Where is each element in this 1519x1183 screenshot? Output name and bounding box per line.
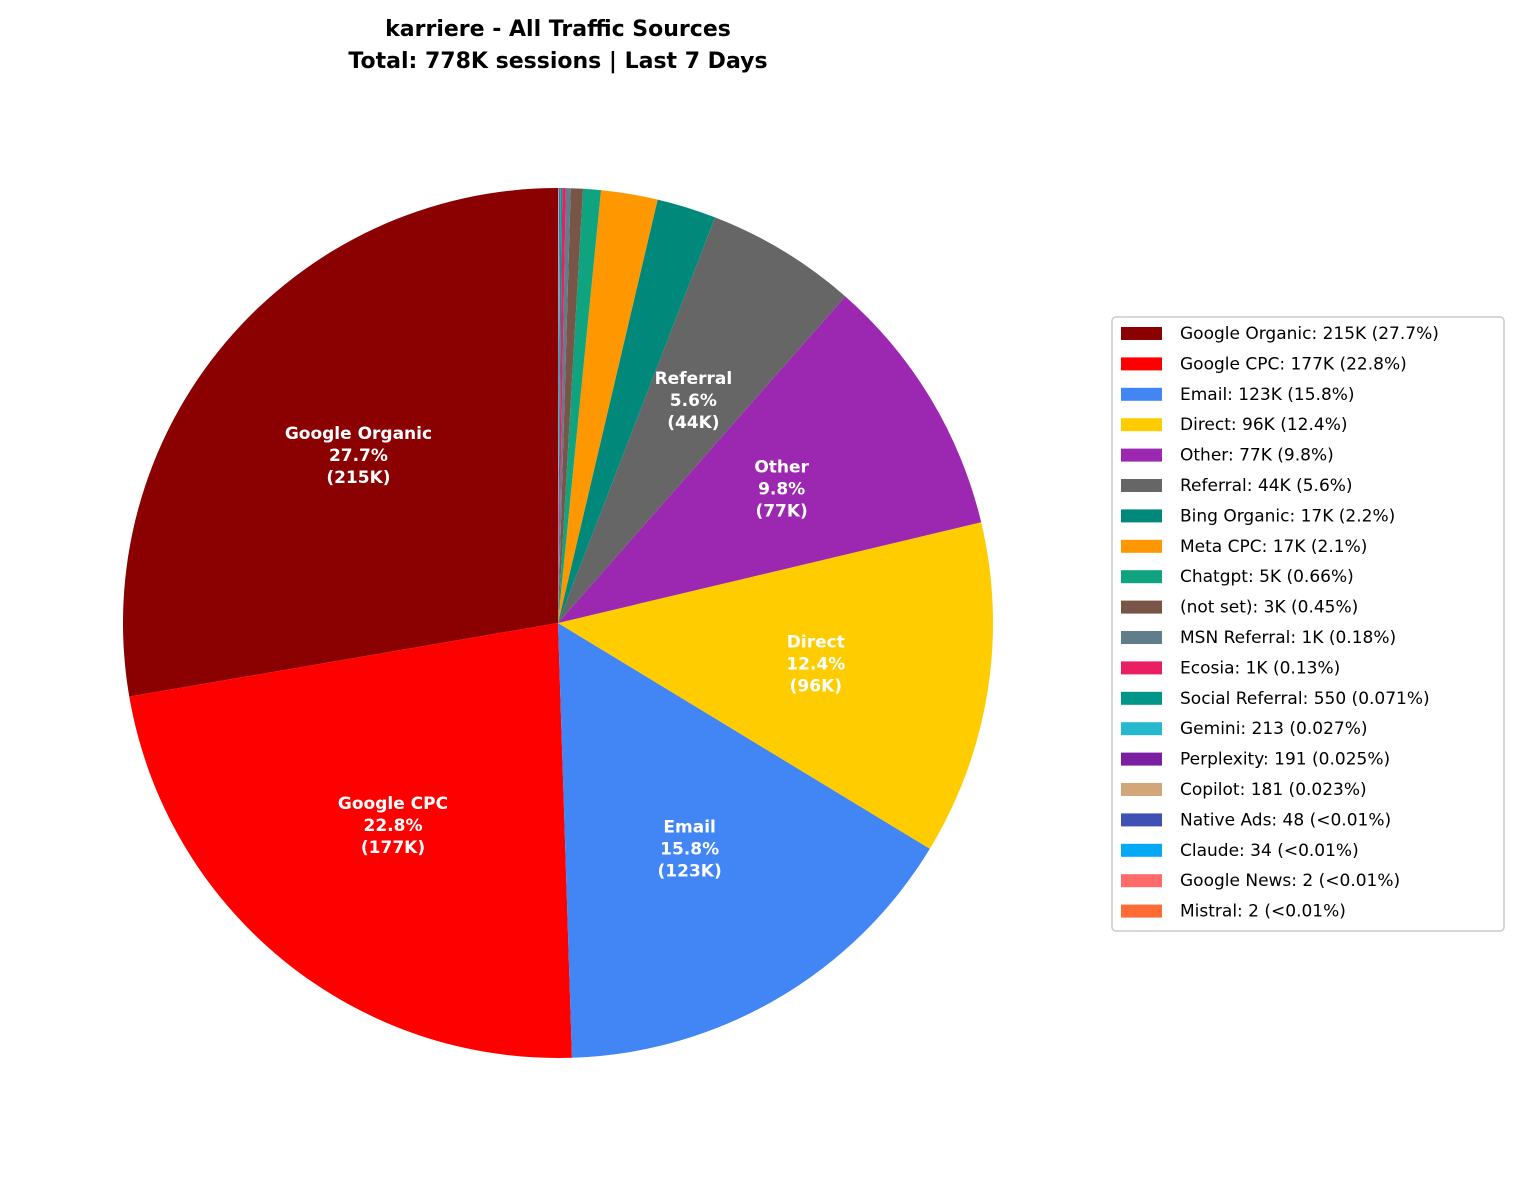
legend-entry: Chatgpt: 5K (0.66%) [1180,567,1354,587]
pie-slice-referral [558,217,846,623]
pie-slice-perplexity [558,188,560,623]
legend-entry: MSN Referral: 1K (0.18%) [1180,628,1396,648]
legend-swatch [1121,843,1162,857]
pie-slice-ecosia [558,188,566,623]
legend-entry: Bing Organic: 17K (2.2%) [1180,506,1395,526]
pie-slice-google-cpc [129,623,572,1059]
pie-slice-copilot [558,188,559,623]
legend-swatch [1121,722,1162,736]
legend-entry: Ecosia: 1K (0.13%) [1180,658,1340,678]
legend-swatch [1121,357,1162,371]
pie-slice-bing-organic [558,199,716,623]
pie-slice-chatgpt [558,188,602,623]
legend-entry: Other: 77K (9.8%) [1180,446,1334,466]
slice-label: Direct 12.4% (96K) [786,633,845,697]
legend-entry: Referral: 44K (5.6%) [1180,476,1353,496]
legend-entry: Perplexity: 191 (0.025%) [1180,750,1390,770]
legend-box [1111,316,1505,932]
legend-swatch [1121,509,1162,523]
legend: Google Organic: 215K (27.7%) Google CPC: … [1111,316,1505,932]
slice-label: Other 9.8% (77K) [754,457,809,521]
legend-swatch [1121,691,1162,705]
legend-swatch [1121,418,1162,432]
pie-slice-social-referral [558,188,563,623]
legend-entry: Gemini: 213 (0.027%) [1180,719,1367,739]
legend-swatch [1121,570,1162,584]
pie-slice-meta-cpc [558,190,658,623]
slice-label: Email 15.8% (123K) [658,817,722,881]
legend-entry: Meta CPC: 17K (2.1%) [1180,537,1367,557]
pie-slice-google-organic [123,188,558,697]
legend-swatch [1121,783,1162,796]
legend-entry: Social Referral: 550 (0.071%) [1180,689,1430,709]
legend-entry: Mistral: 2 (<0.01%) [1180,902,1346,922]
legend-entry: Google Organic: 215K (27.7%) [1180,324,1439,344]
legend-entry: Direct: 96K (12.4%) [1180,415,1348,435]
legend-entry: Claude: 34 (<0.01%) [1180,841,1359,861]
legend-entry: Copilot: 181 (0.023%) [1180,780,1367,800]
legend-swatch [1121,327,1162,340]
legend-swatch [1121,600,1162,614]
legend-entry: (not set): 3K (0.45%) [1180,598,1358,618]
legend-swatch [1121,752,1162,766]
slice-label: Google Organic 27.7% (215K) [285,424,432,488]
legend-swatch [1121,448,1162,462]
pie-slice-other [558,296,982,623]
legend-swatch [1121,631,1162,644]
legend-swatch [1121,479,1162,492]
legend-swatch [1121,661,1162,675]
legend-entry: Google News: 2 (<0.01%) [1180,871,1400,891]
pie-slice-gemini [558,188,561,624]
legend-swatch [1121,387,1162,401]
legend-swatch [1121,813,1162,827]
slice-label: Referral 5.6% (44K) [655,369,733,433]
pie-slice-email [558,623,930,1058]
slice-label: Google CPC 22.8% (177K) [338,794,448,858]
legend-swatch [1121,874,1162,888]
pie-slice-not-set [558,188,584,623]
pie-slice-direct [558,522,993,849]
legend-swatch [1121,539,1162,553]
legend-entry: Google CPC: 177K (22.8%) [1180,354,1407,374]
chart-title: karriere - All Traffic Sources [385,17,731,42]
pie-slice-msn-referral [558,188,571,623]
legend-entry: Email: 123K (15.8%) [1180,385,1355,405]
chart-subtitle: Total: 778K sessions | Last 7 Days [348,49,767,74]
legend-swatch [1121,904,1162,918]
legend-entry: Native Ads: 48 (<0.01%) [1180,810,1391,830]
